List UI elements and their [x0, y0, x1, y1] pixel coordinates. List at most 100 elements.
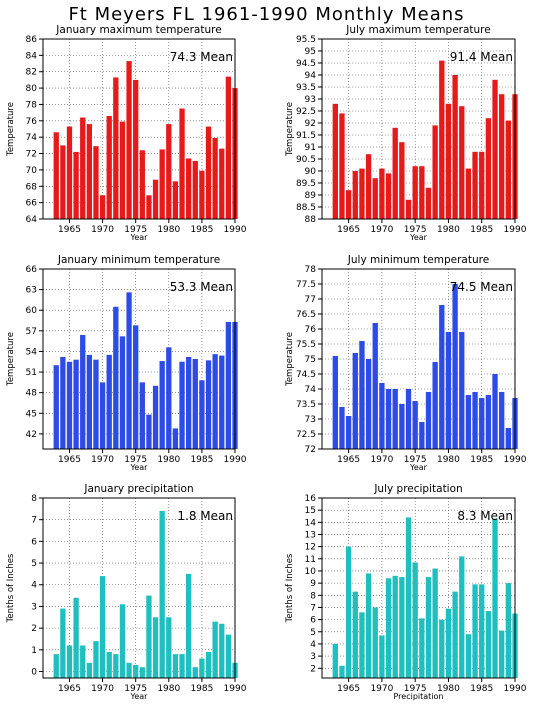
chart-title: July precipitation: [373, 483, 462, 495]
x-tick-label: 1990: [504, 684, 527, 694]
x-axis-label: Year: [130, 463, 149, 472]
x-tick-label: 1970: [91, 684, 114, 694]
bar-1972: [392, 575, 398, 678]
bar-1977: [425, 187, 432, 219]
bar-1967: [80, 645, 86, 678]
y-tick-label: 54: [26, 347, 38, 357]
bar-1983: [465, 634, 472, 678]
y-tick-label: 88.5: [296, 203, 316, 213]
bar-1964: [60, 608, 66, 678]
bar-1969: [93, 641, 99, 678]
y-tick-label: 3: [310, 652, 316, 662]
x-tick-label: 1965: [337, 225, 360, 235]
y-tick-label: 78: [26, 100, 38, 110]
y-tick-label: 90: [305, 167, 317, 177]
y-tick-label: 51: [26, 368, 37, 378]
bar-1970: [379, 635, 385, 678]
y-axis-label: Temperature: [285, 332, 295, 387]
bar-1987: [492, 79, 498, 219]
bar-1975: [133, 325, 139, 449]
bar-1982: [459, 332, 465, 449]
plot-frame: [42, 497, 236, 679]
bar-1978: [152, 617, 159, 678]
bar-1976: [419, 166, 425, 219]
x-axis-label: Year: [130, 692, 149, 701]
bar-1969: [372, 323, 378, 449]
bar-1977: [425, 577, 432, 678]
bar-1975: [412, 562, 418, 678]
bar-1977: [146, 595, 152, 678]
y-tick-label: 15: [305, 506, 316, 516]
bar-1972: [113, 77, 119, 219]
bar-1979: [159, 361, 165, 449]
x-tick-label: 1980: [157, 684, 180, 694]
y-tick-label: 72: [305, 445, 316, 455]
x-tick-label: 1965: [58, 455, 81, 465]
bar-1969: [93, 359, 99, 449]
bar-1987: [212, 354, 218, 449]
bar-1970: [379, 383, 385, 449]
bar-1968: [86, 354, 92, 449]
bar-1989: [505, 428, 512, 449]
bar-1975: [412, 401, 418, 449]
y-tick-label: 1: [31, 646, 37, 656]
y-tick-label: 74.5: [296, 370, 316, 380]
bar-1985: [199, 380, 205, 449]
bar-1980: [166, 347, 172, 449]
y-tick-label: 89.5: [296, 179, 316, 189]
bar-1965: [66, 126, 73, 219]
bar-1989: [225, 634, 232, 678]
y-tick-label: 63: [26, 286, 37, 296]
bar-1973: [399, 404, 405, 449]
y-tick-label: 80: [26, 84, 38, 94]
bar-1963: [53, 365, 59, 449]
bar-1974: [126, 61, 132, 219]
bar-1963: [332, 356, 338, 449]
y-tick-label: 90.5: [296, 155, 316, 165]
x-tick-label: 1980: [157, 225, 180, 235]
bar-1988: [499, 94, 505, 219]
bar-1964: [339, 665, 345, 678]
bar-1978: [432, 568, 438, 678]
bar-1965: [66, 645, 73, 678]
y-tick-label: 0: [31, 667, 37, 677]
plot-frame: [321, 497, 516, 679]
y-tick-label: 11: [305, 555, 316, 565]
x-tick-label: 1965: [337, 684, 360, 694]
bar-1967: [359, 612, 365, 678]
x-tick-label: 1990: [224, 225, 247, 235]
y-tick-label: 82: [26, 68, 37, 78]
bar-1969: [372, 178, 378, 219]
bar-1963: [332, 643, 338, 678]
x-tick-label: 1975: [404, 684, 427, 694]
bar-1978: [432, 125, 438, 219]
y-tick-label: 12: [305, 543, 316, 553]
bar-1969: [372, 607, 378, 678]
x-tick-label: 1970: [370, 225, 393, 235]
x-tick-label: 1970: [91, 455, 114, 465]
bar-1967: [359, 168, 365, 219]
bar-1965: [345, 416, 352, 449]
y-tick-label: 89: [305, 191, 317, 201]
x-tick-label: 1990: [504, 225, 527, 235]
bar-1963: [332, 103, 338, 219]
bar-1980: [445, 103, 452, 219]
bar-1970: [99, 576, 106, 678]
bar-1970: [99, 195, 106, 219]
bar-1967: [80, 334, 86, 449]
y-axis-label: Temperature: [6, 332, 16, 387]
bar-1979: [439, 305, 445, 449]
x-tick-label: 1965: [337, 455, 360, 465]
y-tick-label: 16: [305, 494, 317, 504]
bar-1974: [405, 199, 412, 219]
bar-1973: [119, 121, 126, 219]
x-tick-label: 1965: [58, 225, 81, 235]
bar-1985: [479, 398, 485, 449]
x-tick-label: 1980: [437, 684, 460, 694]
y-tick-label: 94: [305, 71, 317, 81]
bar-1978: [432, 362, 438, 449]
y-tick-label: 73: [305, 415, 316, 425]
chart-title: January maximum temperature: [55, 24, 221, 36]
